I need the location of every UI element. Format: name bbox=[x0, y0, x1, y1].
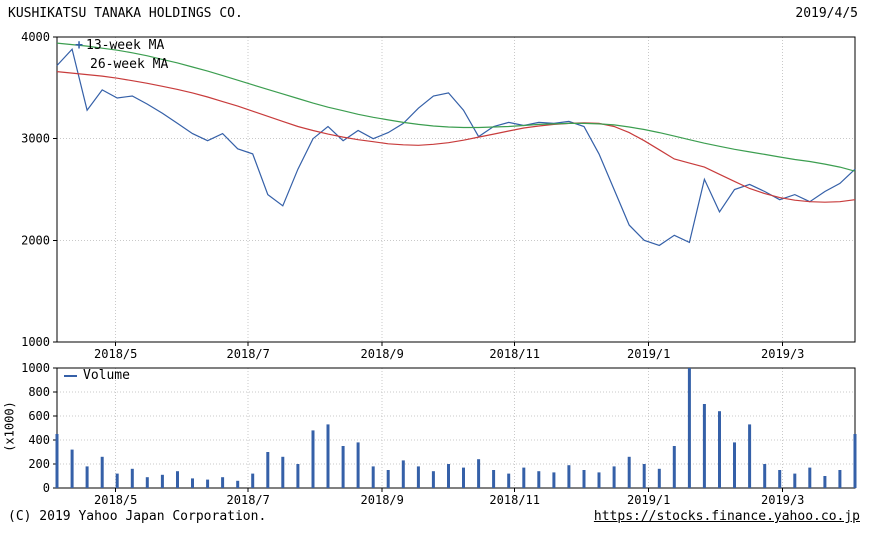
svg-text:2018/9: 2018/9 bbox=[361, 493, 404, 507]
chart-date: 2019/4/5 bbox=[795, 6, 858, 21]
svg-text:400: 400 bbox=[28, 433, 50, 447]
svg-text:1000: 1000 bbox=[21, 362, 50, 375]
line-marker-icon bbox=[64, 374, 77, 377]
svg-text:2000: 2000 bbox=[21, 233, 50, 247]
legend-label-volume: Volume bbox=[83, 368, 130, 383]
svg-text:2018/7: 2018/7 bbox=[227, 347, 270, 361]
svg-text:0: 0 bbox=[43, 481, 50, 495]
price-legend: +13-week MA 26-week MA bbox=[72, 36, 168, 74]
volume-chart: 0 200 400 600 800 1000 2018/5 2018/7 2018/9 2018/… bbox=[21, 362, 857, 507]
svg-text:2018/5: 2018/5 bbox=[94, 493, 137, 507]
stock-title: KUSHIKATSU TANAKA HOLDINGS CO. bbox=[8, 6, 243, 21]
copyright-text: (C) 2019 Yahoo Japan Corporation. bbox=[8, 509, 267, 524]
svg-text:2019/3: 2019/3 bbox=[761, 347, 804, 361]
series-13-week MA bbox=[56, 71, 856, 203]
svg-text:800: 800 bbox=[28, 385, 50, 399]
series-26-week MA bbox=[56, 42, 856, 172]
svg-text:2019/1: 2019/1 bbox=[627, 493, 670, 507]
volume-bars bbox=[55, 368, 857, 488]
legend-item-ma13: +13-week MA bbox=[72, 36, 168, 55]
svg-text:2018/11: 2018/11 bbox=[489, 493, 540, 507]
series-price bbox=[56, 47, 856, 247]
volume-axis-unit-label: (x1000) bbox=[2, 401, 17, 452]
svg-text:1000: 1000 bbox=[21, 335, 50, 349]
plus-marker-icon: + bbox=[75, 38, 83, 53]
site-url-link[interactable]: https://stocks.finance.yahoo.co.jp bbox=[593, 509, 860, 524]
legend-item-ma26: 26-week MA bbox=[72, 55, 168, 74]
svg-text:4000: 4000 bbox=[21, 30, 50, 44]
svg-text:2018/9: 2018/9 bbox=[361, 347, 404, 361]
svg-text:2019/1: 2019/1 bbox=[627, 347, 670, 361]
svg-text:2018/7: 2018/7 bbox=[227, 493, 270, 507]
volume-legend: Volume bbox=[64, 366, 130, 385]
svg-text:2018/5: 2018/5 bbox=[94, 347, 137, 361]
svg-text:200: 200 bbox=[28, 457, 50, 471]
svg-text:2018/11: 2018/11 bbox=[489, 347, 540, 361]
svg-text:3000: 3000 bbox=[21, 132, 50, 146]
legend-label-ma13: 13-week MA bbox=[86, 38, 165, 53]
legend-label-ma26: 26-week MA bbox=[90, 57, 169, 72]
svg-text:2019/3: 2019/3 bbox=[761, 493, 804, 507]
svg-text:600: 600 bbox=[28, 409, 50, 423]
price-chart: 1000 2000 3000 4000 2018/5 2018/7 2018/9 2018/1… bbox=[21, 30, 856, 361]
